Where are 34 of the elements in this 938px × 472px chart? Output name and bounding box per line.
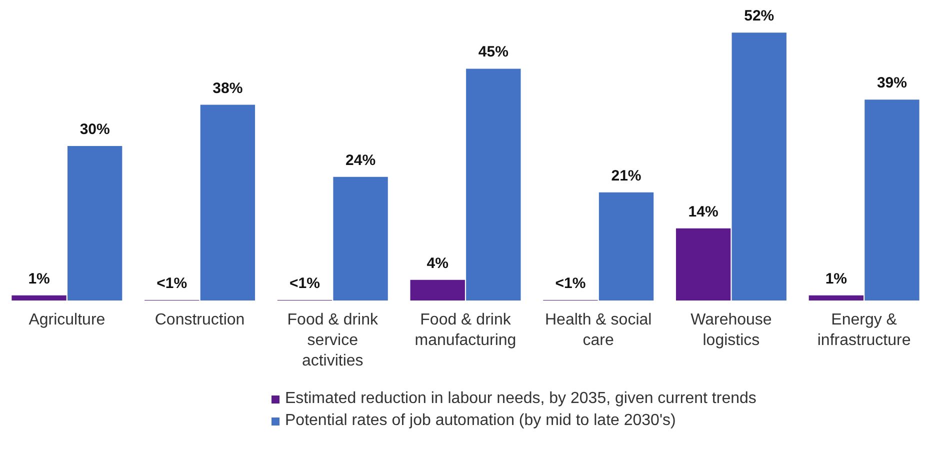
data-label: 30%	[80, 120, 110, 138]
data-label: 52%	[744, 8, 774, 25]
data-label: 14%	[688, 203, 718, 220]
bar	[12, 295, 66, 300]
bar	[466, 68, 521, 300]
data-label: 1%	[28, 270, 50, 288]
bar	[333, 176, 388, 300]
x-tick-label: Health & social care	[545, 312, 652, 349]
bar	[732, 32, 786, 300]
data-label: 21%	[611, 167, 642, 184]
data-label: <1%	[555, 274, 586, 292]
bar	[864, 100, 920, 300]
data-label: 24%	[346, 152, 376, 169]
legend-label: Estimated reduction in labour needs, by 2035, given current trends	[285, 390, 756, 408]
x-tick-label: Agriculture	[28, 312, 106, 328]
x-tick-label: Food & drink manufacturing	[414, 312, 516, 349]
data-label: 45%	[478, 44, 508, 61]
data-label: 4%	[426, 254, 448, 272]
bar	[598, 192, 654, 300]
bar	[67, 146, 122, 300]
bar	[676, 228, 731, 300]
data-label: <1%	[156, 274, 188, 292]
data-label: 38%	[212, 80, 243, 97]
x-tick-label: Energy & infrastructure	[817, 312, 911, 349]
x-tick-label: Construction	[154, 312, 245, 328]
legend-label: Potential rates of job automation (by mid to late 2030's)	[285, 412, 676, 430]
x-tick-label: Food & drink service activities	[287, 312, 379, 370]
data-label: <1%	[290, 274, 320, 292]
data-label: 39%	[876, 74, 907, 92]
x-tick-label: Warehouse logistics	[690, 312, 772, 349]
bar	[410, 280, 465, 300]
bar	[808, 295, 864, 300]
data-label: 1%	[825, 270, 848, 288]
bar	[200, 104, 256, 300]
